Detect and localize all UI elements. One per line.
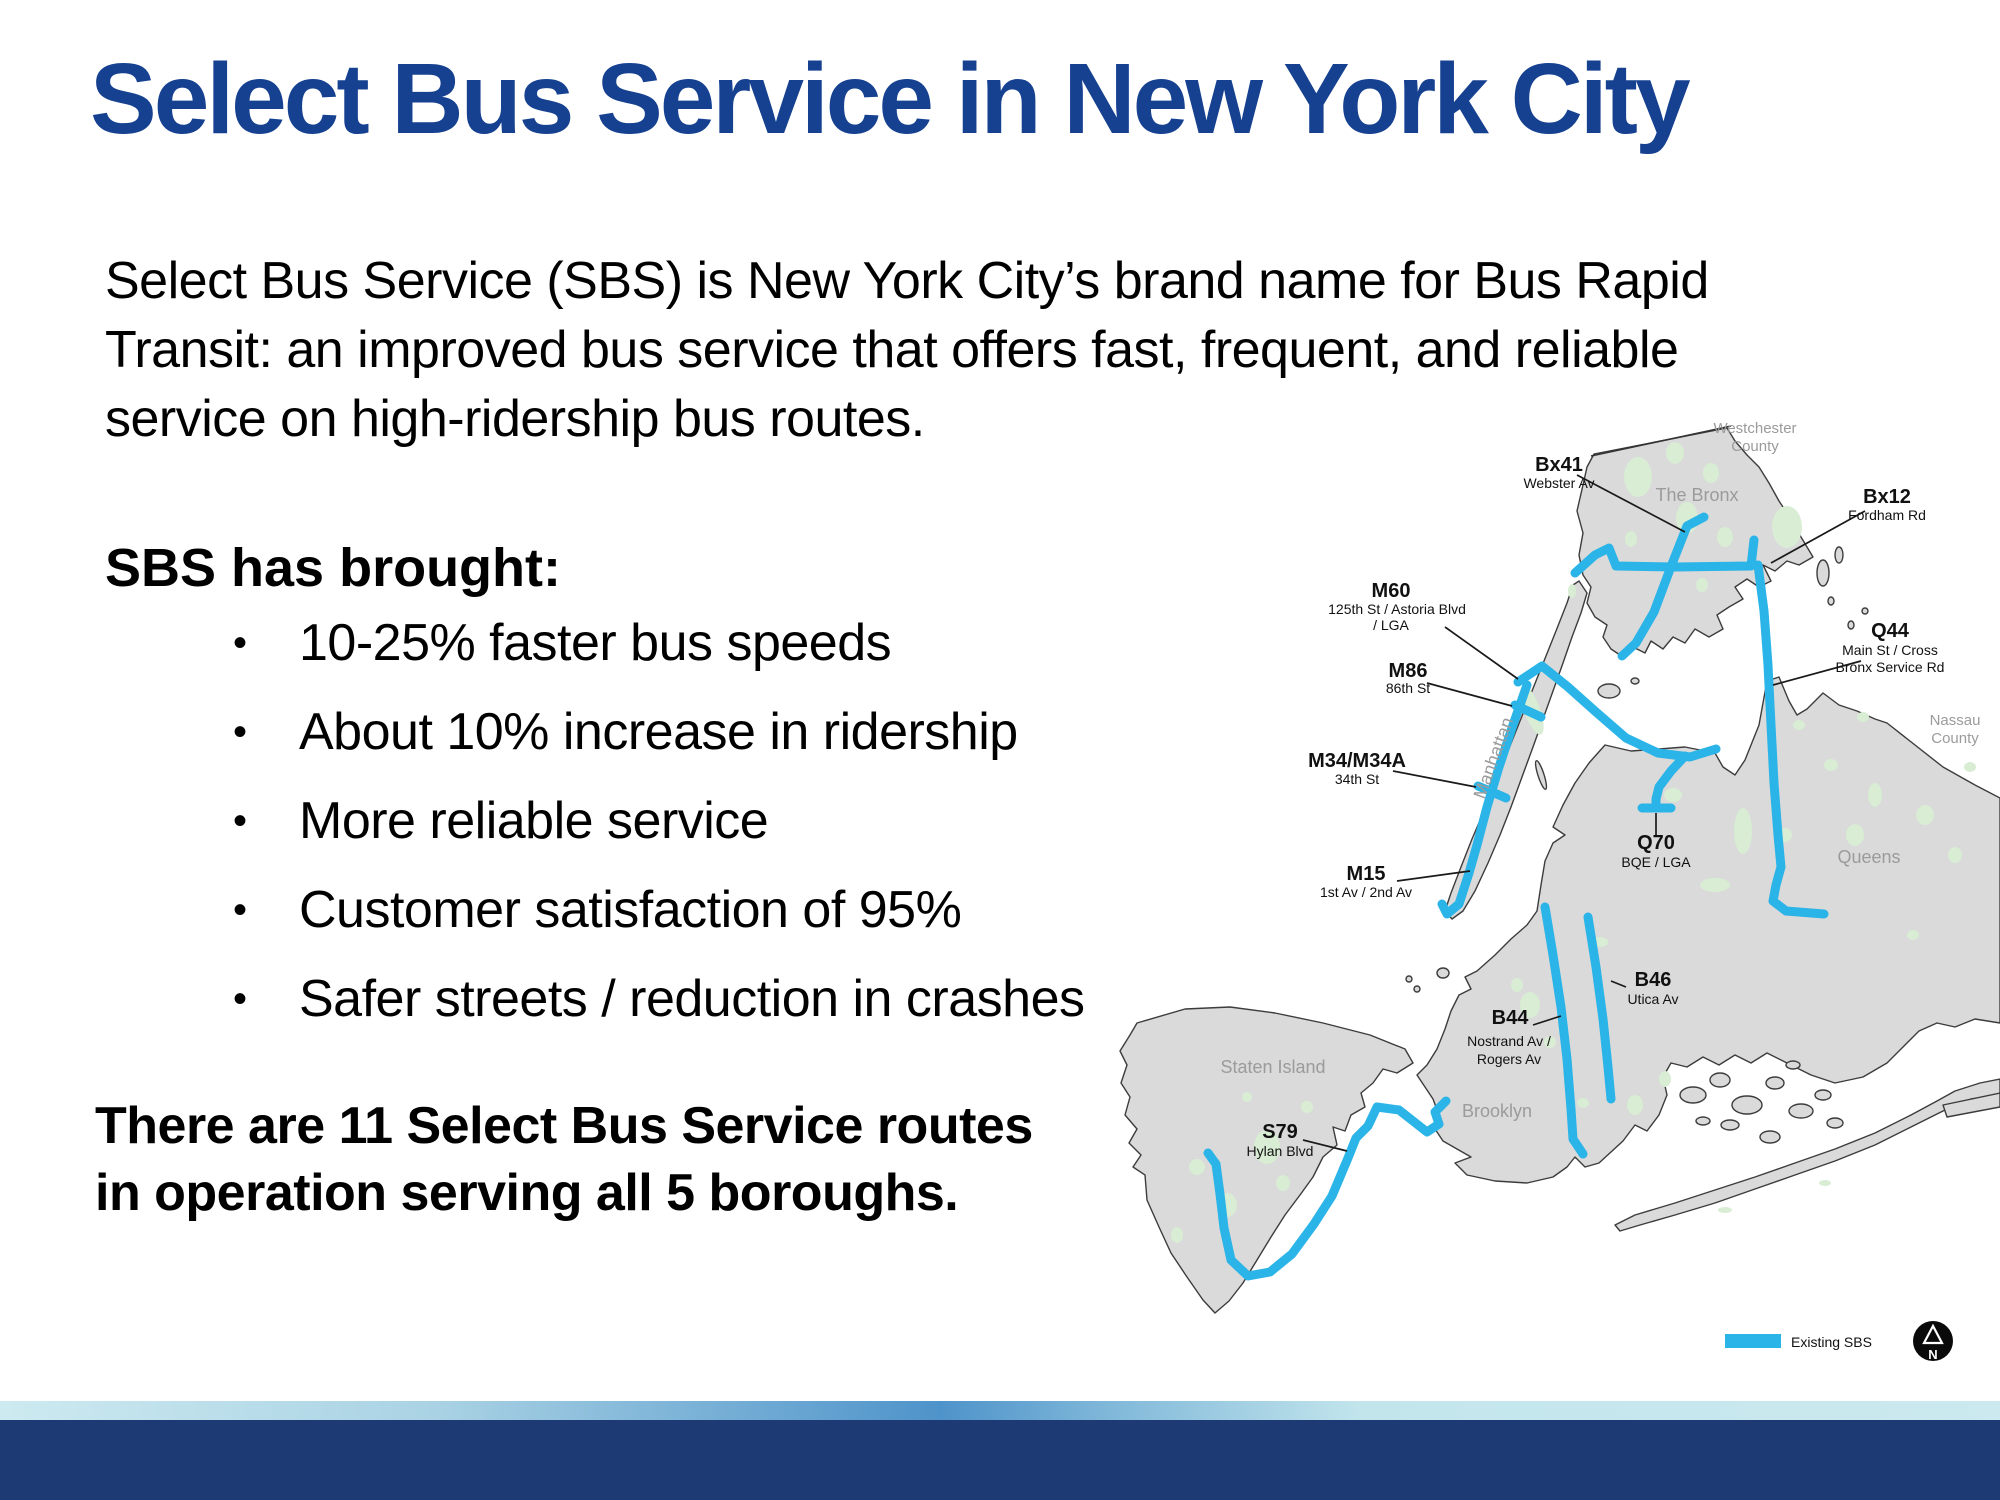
section-heading: SBS has brought: — [105, 538, 561, 598]
label-leader-lines — [1302, 474, 1866, 1152]
route-sublabel-b44: Nostrand Av / — [1467, 1033, 1551, 1049]
borough-label-staten-island: Staten Island — [1220, 1057, 1325, 1077]
route-line-q44 — [1753, 560, 1829, 919]
bullet-icon: • — [233, 710, 248, 754]
bullet-list: • 10-25% faster bus speeds • About 10% i… — [233, 614, 1085, 1059]
list-item: • Safer streets / reduction in crashes — [233, 970, 1085, 1028]
compass-icon: N — [1913, 1321, 1953, 1362]
route-label-bx12: Bx12 — [1863, 486, 1911, 508]
route-line-q70 — [1637, 751, 1690, 813]
route-line-bx12 — [1570, 535, 1759, 578]
route-label-bx41: Bx41 — [1535, 454, 1583, 476]
leader-bx12 — [1770, 510, 1866, 564]
route-label-m34: M34/M34A — [1308, 750, 1406, 772]
footer-gradient-bar — [0, 1401, 2000, 1420]
intro-line: Select Bus Service (SBS) is New York Cit… — [105, 252, 1709, 310]
leader-b44 — [1532, 1015, 1562, 1026]
route-label-m86: M86 — [1389, 660, 1428, 682]
page-title: Select Bus Service in New York City — [90, 43, 1691, 155]
rockaway-peninsula — [1614, 1078, 2000, 1232]
route-sublabel-m86: 86th St — [1386, 680, 1430, 696]
leader-s79 — [1302, 1139, 1348, 1152]
route-sublabel-q44: Main St / Cross — [1842, 642, 1938, 658]
route-sublabel-m34: 34th St — [1335, 771, 1379, 787]
closing-statement: There are 11 Select Bus Service routes i… — [95, 1097, 1033, 1222]
route-line-s79 — [1203, 1096, 1451, 1281]
route-sublabel-s79: Hylan Blvd — [1247, 1143, 1314, 1159]
route-label-m60: M60 — [1372, 580, 1411, 602]
leader-m86 — [1426, 682, 1513, 707]
long-beach-strip — [1942, 1092, 2000, 1118]
intro-line: service on high-ridership bus routes. — [105, 390, 925, 448]
bullet-icon: • — [233, 621, 248, 665]
route-label-b46: B46 — [1635, 969, 1672, 991]
intro-paragraph: Select Bus Service (SBS) is New York Cit… — [105, 247, 1709, 454]
leader-b46 — [1610, 980, 1627, 988]
westchester-border-line — [1590, 425, 1732, 457]
county-label-westchester: Westchester — [1713, 420, 1796, 437]
route-sublabel-bx12: Fordham Rd — [1848, 507, 1926, 523]
route-line-bx41 — [1617, 512, 1709, 661]
leader-m15 — [1396, 870, 1471, 882]
borough-label-bronx: The Bronx — [1655, 485, 1738, 505]
route-sublabel-bx41: Webster Av — [1523, 475, 1594, 491]
bullet-icon: • — [233, 888, 248, 932]
bullet-icon: • — [233, 977, 248, 1021]
list-item: • About 10% increase in ridership — [233, 703, 1018, 761]
leader-m34 — [1392, 770, 1477, 788]
route-sublabel-m60: / LGA — [1373, 617, 1409, 633]
list-item: • Customer satisfaction of 95% — [233, 881, 962, 939]
sbs-routes — [1203, 512, 1829, 1281]
route-label-q44: Q44 — [1871, 620, 1910, 642]
map-legend: Existing SBS — [1725, 1334, 1872, 1350]
route-sublabel-b46: Utica Av — [1627, 991, 1678, 1007]
route-label-s79: S79 — [1262, 1121, 1298, 1143]
route-line-b44 — [1540, 902, 1588, 1159]
route-sublabel-q44: Bronx Service Rd — [1836, 659, 1945, 675]
borough-label-brooklyn: Brooklyn — [1462, 1101, 1532, 1121]
leader-q44 — [1772, 660, 1862, 686]
route-sublabel-b44: Rogers Av — [1477, 1051, 1541, 1067]
leader-m60 — [1444, 626, 1519, 680]
route-line-m15 — [1437, 680, 1532, 919]
list-item: • More reliable service — [233, 792, 769, 850]
county-label-westchester: County — [1731, 438, 1779, 455]
small-islands — [1405, 546, 1869, 1144]
compass-north-label: N — [1928, 1347, 1937, 1362]
route-label-b44: B44 — [1492, 1007, 1530, 1029]
nyc-sbs-map: Westchester County Nassau County The Bro… — [1119, 420, 2000, 1362]
route-line-b46 — [1583, 912, 1616, 1104]
route-label-m15: M15 — [1347, 863, 1386, 885]
list-item: • 10-25% faster bus speeds — [233, 614, 892, 672]
bullet-icon: • — [233, 799, 248, 843]
county-label-nassau: County — [1931, 730, 1979, 747]
legend-swatch — [1725, 1334, 1781, 1348]
park-areas — [1171, 442, 1976, 1243]
legend-label: Existing SBS — [1791, 1334, 1872, 1350]
leader-bx41 — [1576, 474, 1686, 533]
route-sublabel-m15: 1st Av / 2nd Av — [1320, 884, 1412, 900]
route-label-q70: Q70 — [1637, 832, 1675, 854]
intro-line: Transit: an improved bus service that of… — [105, 321, 1679, 379]
county-label-nassau: Nassau — [1930, 712, 1981, 729]
route-sublabel-m60: 125th St / Astoria Blvd — [1328, 601, 1466, 617]
footer-bar: +selectbusservice 3 — [0, 1420, 2000, 1500]
route-sublabel-q70: BQE / LGA — [1621, 854, 1691, 870]
borough-label-queens: Queens — [1837, 847, 1900, 867]
